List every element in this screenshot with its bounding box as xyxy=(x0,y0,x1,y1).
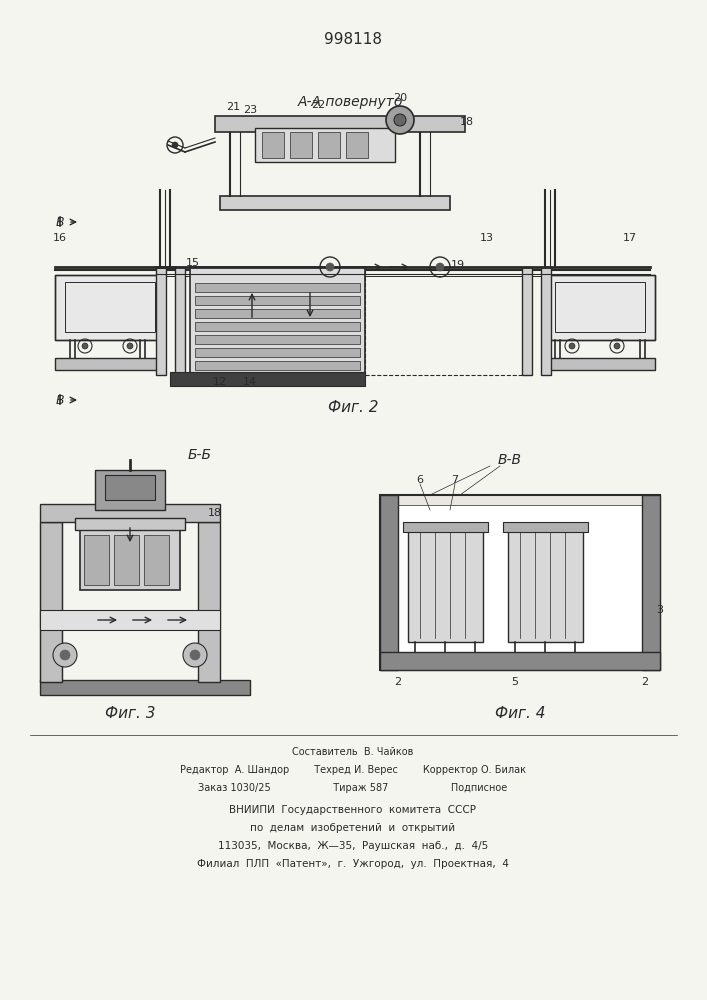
Text: 13: 13 xyxy=(480,233,494,243)
Text: 5: 5 xyxy=(511,677,518,687)
Text: Составитель  В. Чайков: Составитель В. Чайков xyxy=(292,747,414,757)
Text: 21: 21 xyxy=(226,102,240,112)
Circle shape xyxy=(614,343,620,349)
Bar xyxy=(105,475,155,500)
Circle shape xyxy=(569,343,575,349)
Text: 2: 2 xyxy=(641,677,648,687)
Circle shape xyxy=(436,263,444,271)
Bar xyxy=(290,132,312,158)
Bar xyxy=(55,275,165,340)
Bar xyxy=(545,275,655,340)
Bar xyxy=(346,132,368,158)
Bar xyxy=(262,132,284,158)
Circle shape xyxy=(60,650,70,660)
Text: 22: 22 xyxy=(311,100,325,110)
Bar xyxy=(156,267,166,375)
Text: 18: 18 xyxy=(208,508,222,518)
Bar xyxy=(195,335,360,344)
Bar xyxy=(220,196,450,210)
Bar xyxy=(195,283,360,292)
Text: Фиг. 3: Фиг. 3 xyxy=(105,706,156,720)
Text: В: В xyxy=(56,393,64,406)
Bar xyxy=(114,535,139,585)
Text: В-В: В-В xyxy=(498,453,522,467)
Text: 7: 7 xyxy=(452,475,459,485)
Text: 17: 17 xyxy=(623,233,637,243)
Bar xyxy=(195,348,360,357)
Bar xyxy=(55,358,165,370)
Circle shape xyxy=(183,643,207,667)
Text: Б-Б: Б-Б xyxy=(188,448,212,462)
Text: Заказ 1030/25                    Тираж 587                    Подписное: Заказ 1030/25 Тираж 587 Подписное xyxy=(199,783,508,793)
Bar xyxy=(175,267,185,375)
Text: 2: 2 xyxy=(395,677,402,687)
Text: по  делам  изобретений  и  открытий: по делам изобретений и открытий xyxy=(250,823,455,833)
Text: 998118: 998118 xyxy=(324,32,382,47)
Text: 15: 15 xyxy=(186,258,200,268)
Text: В: В xyxy=(56,216,64,229)
Circle shape xyxy=(82,343,88,349)
Bar xyxy=(65,282,155,332)
Text: А-А повернуто: А-А повернуто xyxy=(298,95,403,109)
Text: Редактор  А. Шандор        Техред И. Верес        Корректор О. Билак: Редактор А. Шандор Техред И. Верес Корре… xyxy=(180,765,526,775)
Circle shape xyxy=(190,650,200,660)
Bar xyxy=(642,495,660,670)
Bar xyxy=(545,275,655,340)
Bar xyxy=(170,372,365,386)
Bar xyxy=(40,504,220,522)
Bar xyxy=(195,309,360,318)
Bar xyxy=(40,680,250,695)
Bar xyxy=(555,282,645,332)
Circle shape xyxy=(326,263,334,271)
Text: 18: 18 xyxy=(460,117,474,127)
Text: Фиг. 2: Фиг. 2 xyxy=(328,400,378,416)
Bar xyxy=(545,358,655,370)
Bar xyxy=(380,652,660,670)
Text: 6: 6 xyxy=(416,475,423,485)
Bar xyxy=(408,527,483,642)
Bar xyxy=(380,495,398,670)
Bar xyxy=(255,128,395,162)
Bar xyxy=(195,361,360,370)
Bar xyxy=(195,322,360,331)
Bar xyxy=(190,267,365,375)
Text: 16: 16 xyxy=(53,233,67,243)
Circle shape xyxy=(394,114,406,126)
Circle shape xyxy=(127,343,133,349)
Circle shape xyxy=(386,106,414,134)
Circle shape xyxy=(172,142,178,148)
Bar xyxy=(84,535,109,585)
Bar xyxy=(503,522,588,532)
Bar xyxy=(40,522,62,682)
Text: 113035,  Москва,  Ж—35,  Раушская  наб.,  д.  4/5: 113035, Москва, Ж—35, Раушская наб., д. … xyxy=(218,841,488,851)
Text: 20: 20 xyxy=(393,93,407,103)
Bar xyxy=(380,495,660,670)
Bar xyxy=(95,470,165,510)
Text: 3: 3 xyxy=(657,605,663,615)
Text: 19: 19 xyxy=(451,260,465,270)
Bar xyxy=(541,267,551,375)
Text: ВНИИПИ  Государственного  комитета  СССР: ВНИИПИ Государственного комитета СССР xyxy=(230,805,477,815)
Bar xyxy=(215,116,465,132)
Bar xyxy=(522,267,532,375)
Text: 23: 23 xyxy=(243,105,257,115)
Bar xyxy=(80,530,180,590)
Bar xyxy=(508,527,583,642)
Text: 12: 12 xyxy=(213,377,227,387)
Text: Фиг. 4: Фиг. 4 xyxy=(495,706,545,720)
Bar xyxy=(55,275,165,340)
Bar xyxy=(195,296,360,305)
Text: Филиал  ПЛП  «Патент»,  г.  Ужгород,  ул.  Проектная,  4: Филиал ПЛП «Патент», г. Ужгород, ул. Про… xyxy=(197,859,509,869)
Bar xyxy=(318,132,340,158)
Bar xyxy=(403,522,488,532)
Bar xyxy=(40,522,62,682)
Bar xyxy=(144,535,169,585)
Circle shape xyxy=(53,643,77,667)
Bar xyxy=(75,518,185,530)
Text: 14: 14 xyxy=(243,377,257,387)
Bar xyxy=(198,522,220,682)
Bar xyxy=(390,505,650,660)
Bar xyxy=(40,610,220,630)
